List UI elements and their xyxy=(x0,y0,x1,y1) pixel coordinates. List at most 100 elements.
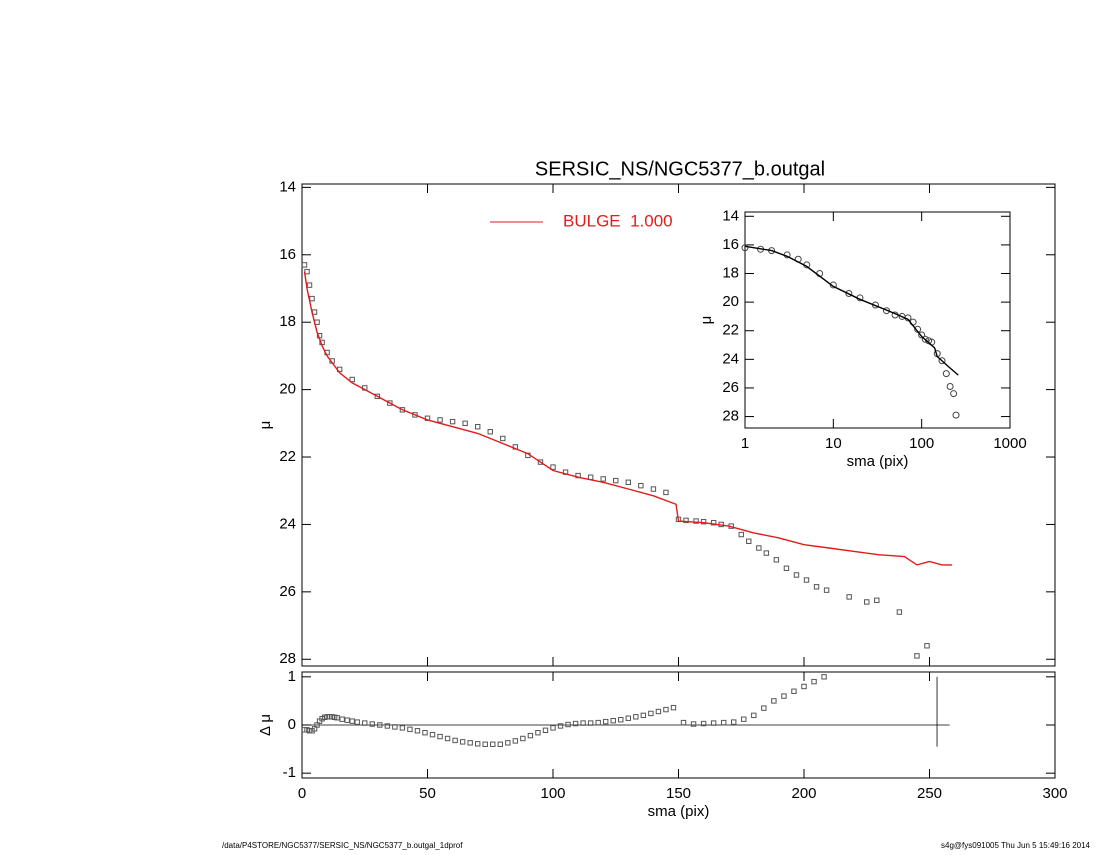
data-point xyxy=(412,412,418,418)
data-point xyxy=(449,418,456,425)
data-point xyxy=(542,727,549,733)
y-tick-label: 16 xyxy=(722,236,739,253)
data-point xyxy=(633,714,639,720)
footer-left: /data/P4STORE/NGC5377/SERSIC_NS/NGC5377_… xyxy=(222,841,463,850)
data-point xyxy=(512,738,519,744)
data-point xyxy=(580,720,586,726)
data-point xyxy=(761,705,767,711)
data-point xyxy=(344,717,350,723)
data-point xyxy=(490,741,496,747)
data-point xyxy=(600,476,606,482)
data-point xyxy=(845,290,853,298)
data-point xyxy=(625,715,631,721)
data-point xyxy=(663,706,669,713)
data-point xyxy=(700,519,707,525)
data-point xyxy=(720,719,727,726)
data-point xyxy=(746,538,752,544)
y-tick-label: 22 xyxy=(722,322,739,339)
y-tick-label: 0 xyxy=(288,716,296,733)
y-tick-label: 24 xyxy=(722,350,739,367)
data-point xyxy=(741,716,747,722)
x-tick-label: 150 xyxy=(666,785,691,802)
data-point xyxy=(384,723,391,729)
chart-title: SERSIC_NS/NGC5377_b.outgal xyxy=(535,158,825,180)
model-line xyxy=(303,271,953,566)
data-point xyxy=(475,423,481,430)
data-point xyxy=(864,599,870,605)
data-point xyxy=(950,390,958,398)
y-axis-label: Δ μ xyxy=(257,714,274,736)
data-point xyxy=(663,489,669,496)
data-point xyxy=(535,730,541,736)
data-point xyxy=(550,464,556,470)
data-point xyxy=(791,688,797,694)
data-point xyxy=(921,335,929,343)
data-point xyxy=(803,577,810,583)
data-point xyxy=(731,719,737,725)
x-tick-label: 200 xyxy=(791,785,816,802)
y-tick-label: 20 xyxy=(722,293,739,310)
data-point xyxy=(301,262,308,268)
y-tick-label: 18 xyxy=(279,313,296,330)
data-point xyxy=(452,737,458,744)
data-point xyxy=(924,643,930,649)
data-point xyxy=(763,550,770,556)
data-point xyxy=(339,716,345,722)
data-point xyxy=(459,739,466,745)
data-point xyxy=(618,717,624,723)
data-point xyxy=(520,735,526,742)
data-point xyxy=(918,331,926,339)
data-point xyxy=(690,721,697,727)
x-tick-label: 1 xyxy=(741,435,749,452)
data-point xyxy=(801,683,807,690)
data-point xyxy=(610,717,616,724)
data-point xyxy=(741,244,749,252)
model-line xyxy=(744,245,959,376)
data-point xyxy=(670,704,677,711)
data-point xyxy=(946,383,954,391)
data-point xyxy=(414,728,421,734)
data-point xyxy=(771,698,777,704)
y-tick-label: 14 xyxy=(722,207,739,224)
data-point xyxy=(527,732,534,739)
data-point xyxy=(648,710,654,717)
data-point xyxy=(603,718,609,725)
y-tick-label: 26 xyxy=(722,379,739,396)
data-point xyxy=(399,407,406,413)
x-axis-label: sma (pix) xyxy=(847,453,909,470)
data-point xyxy=(813,584,820,590)
data-point xyxy=(650,486,657,492)
data-point xyxy=(565,721,571,728)
x-tick-label: 100 xyxy=(909,435,934,452)
data-point xyxy=(537,459,544,465)
data-point xyxy=(487,429,493,435)
data-point xyxy=(437,733,443,740)
y-tick-label: 26 xyxy=(279,583,296,600)
data-point xyxy=(475,741,481,747)
data-point xyxy=(369,721,375,727)
y-axis-label: μ xyxy=(257,421,274,430)
x-tick-label: 50 xyxy=(419,785,436,802)
data-point xyxy=(874,597,880,603)
data-point xyxy=(683,517,689,524)
x-tick-label: 300 xyxy=(1042,785,1067,802)
data-point xyxy=(793,572,800,578)
data-point xyxy=(821,674,827,680)
data-point xyxy=(444,735,451,742)
data-point xyxy=(349,376,355,383)
data-point xyxy=(422,730,428,736)
data-point xyxy=(751,712,757,719)
y-tick-label: 22 xyxy=(279,448,296,465)
data-point xyxy=(587,720,594,726)
data-point xyxy=(557,723,564,729)
data-point xyxy=(482,741,488,747)
data-point xyxy=(550,725,556,731)
data-point xyxy=(625,479,631,486)
data-point xyxy=(334,715,340,721)
data-point xyxy=(914,653,920,659)
data-point xyxy=(700,720,707,727)
plot-frame xyxy=(744,211,1011,429)
data-point xyxy=(497,741,503,747)
